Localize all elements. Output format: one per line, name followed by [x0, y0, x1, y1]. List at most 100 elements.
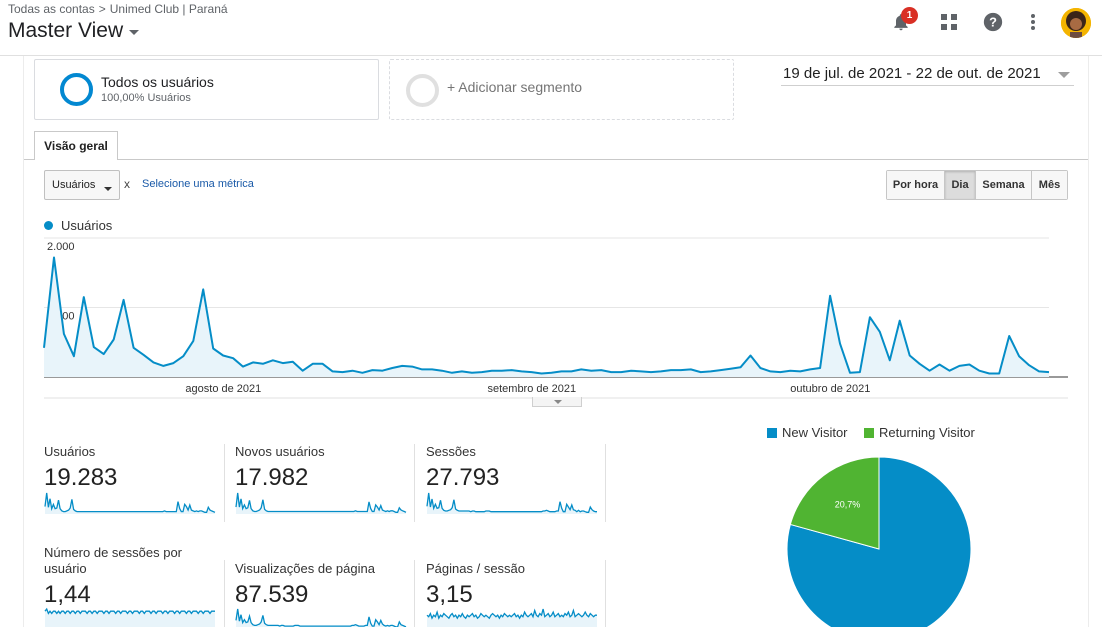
breadcrumb-separator: >	[98, 2, 106, 16]
breadcrumb: Todas as contas > Unimed Club | Paraná	[8, 2, 228, 16]
metric-value: 27.793	[426, 464, 500, 491]
tile-separator	[224, 444, 225, 522]
y-tick-label: 2.000	[47, 241, 75, 253]
metric-tile[interactable]: Usuários 19.283	[44, 444, 235, 534]
metric-sparkline	[44, 607, 215, 627]
view-selector[interactable]: Master View	[8, 19, 140, 43]
notification-badge: 1	[901, 7, 918, 24]
legend-series-label: Usuários	[61, 218, 113, 233]
metric-value: 87.539	[235, 581, 309, 608]
metric-dropdown-value: Usuários	[52, 179, 96, 191]
apps-button[interactable]	[937, 10, 961, 34]
user-avatar-icon	[1061, 8, 1091, 38]
tile-separator	[414, 444, 415, 522]
empty-segment-ring-icon	[406, 74, 439, 107]
granularity-toggle: Por hora Dia Semana Mês	[886, 170, 1068, 200]
tile-separator	[224, 560, 225, 627]
new-visitor-swatch	[767, 427, 777, 438]
avatar[interactable]	[1061, 8, 1091, 38]
series-area	[44, 257, 1049, 377]
pie-slice-new-visitor[interactable]	[786, 457, 972, 627]
metric-label: Páginas / sessão	[426, 561, 526, 576]
help-icon: ?	[983, 12, 1003, 32]
top-header: Todas as contas > Unimed Club | Paraná M…	[0, 0, 1102, 56]
select-metric-link[interactable]: Selecione uma métrica	[142, 178, 254, 190]
x-tick-label: agosto de 2021	[185, 383, 261, 395]
pie-legend-new: New Visitor	[767, 425, 848, 440]
metric-tile[interactable]: Novos usuários 17.982	[235, 444, 426, 534]
metric-value: 1,44	[44, 581, 91, 608]
metric-dropdown[interactable]: Usuários	[44, 170, 120, 200]
sparkline-line	[44, 607, 215, 615]
segment-ring-icon	[60, 73, 93, 106]
chevron-down-icon	[129, 30, 140, 35]
granularity-week-button[interactable]: Semana	[976, 171, 1032, 199]
granularity-month-button[interactable]: Mês	[1032, 171, 1067, 199]
page-title: Master View	[8, 19, 124, 42]
granularity-day-button[interactable]: Dia	[945, 171, 976, 199]
breadcrumb-property[interactable]: Unimed Club | Paraná	[109, 2, 228, 16]
chart-legend: Usuários	[44, 218, 112, 233]
metric-tile[interactable]: Visualizações de página 87.539	[235, 545, 426, 627]
granularity-hourly-button[interactable]: Por hora	[887, 171, 945, 199]
x-tick-label: setembro de 2021	[487, 383, 576, 395]
segment-name: Todos os usuários	[101, 74, 214, 90]
pie-legend-new-label: New Visitor	[782, 425, 848, 440]
segment-all-users[interactable]: Todos os usuários 100,00% Usuários	[34, 59, 379, 120]
metric-sparkline	[426, 608, 597, 627]
sparkline-line	[426, 492, 597, 513]
notifications-button[interactable]: 1	[889, 7, 918, 34]
metric-sparkline	[235, 492, 407, 514]
chevron-down-icon	[1058, 72, 1070, 78]
chart-resize-handle[interactable]	[532, 397, 582, 407]
metric-tile[interactable]: Número de sessões por usuário 1,44	[44, 545, 235, 627]
more-options-button[interactable]	[1021, 10, 1045, 34]
returning-visitor-swatch	[864, 427, 874, 438]
metric-tile[interactable]: Sessões 27.793	[426, 444, 617, 534]
left-rail	[0, 56, 24, 627]
metric-label: Número de sessões por usuário	[44, 545, 183, 576]
tab-overview[interactable]: Visão geral	[34, 131, 118, 160]
sparkline-line	[426, 608, 597, 620]
series-line	[43, 256, 1050, 375]
date-range-label: 19 de jul. de 2021 - 22 de out. de 2021	[783, 65, 1041, 82]
metric-sparkline	[44, 492, 216, 514]
remove-metric-button[interactable]: x	[124, 177, 130, 191]
tile-separator	[605, 560, 606, 627]
metric-sparkline	[235, 608, 407, 627]
sparkline-line	[235, 492, 407, 513]
metric-value: 3,15	[426, 581, 473, 608]
help-button[interactable]: ?	[981, 10, 1005, 34]
svg-text:?: ?	[989, 15, 997, 30]
tab-divider	[24, 159, 1088, 160]
tile-separator	[414, 560, 415, 627]
tile-separator	[605, 444, 606, 522]
sparkline-line	[235, 608, 407, 627]
more-vert-icon	[1031, 14, 1035, 30]
pie-legend-returning-label: Returning Visitor	[879, 425, 975, 440]
sparkline-area	[236, 609, 406, 627]
add-segment-label: + Adicionar segmento	[447, 79, 583, 95]
right-scroll-rail	[1088, 56, 1102, 627]
date-range-picker[interactable]: 19 de jul. de 2021 - 22 de out. de 2021	[781, 62, 1074, 86]
metric-value: 17.982	[235, 464, 309, 491]
sparkline-line	[44, 492, 216, 513]
metric-tile[interactable]: Páginas / sessão 3,15	[426, 545, 617, 627]
pie-legend-returning: Returning Visitor	[864, 425, 975, 440]
add-segment-button[interactable]: + Adicionar segmento	[389, 59, 734, 120]
pie-slice-returning-visitor[interactable]	[789, 457, 880, 550]
pie-slice-label: 20,7%	[835, 500, 861, 510]
segment-percentage: 100,00% Usuários	[101, 92, 191, 104]
metric-label: Sessões	[426, 444, 476, 459]
chevron-down-icon	[104, 187, 112, 191]
metric-label: Novos usuários	[235, 444, 325, 459]
series-dot-icon	[44, 221, 53, 230]
metric-label: Usuários	[44, 444, 96, 459]
metric-value: 19.283	[44, 464, 118, 491]
breadcrumb-accounts[interactable]: Todas as contas	[8, 2, 95, 16]
metric-sparkline	[426, 492, 597, 514]
sparkline-area	[427, 609, 597, 627]
apps-grid-icon	[941, 14, 957, 30]
x-tick-label: outubro de 2021	[790, 383, 870, 395]
